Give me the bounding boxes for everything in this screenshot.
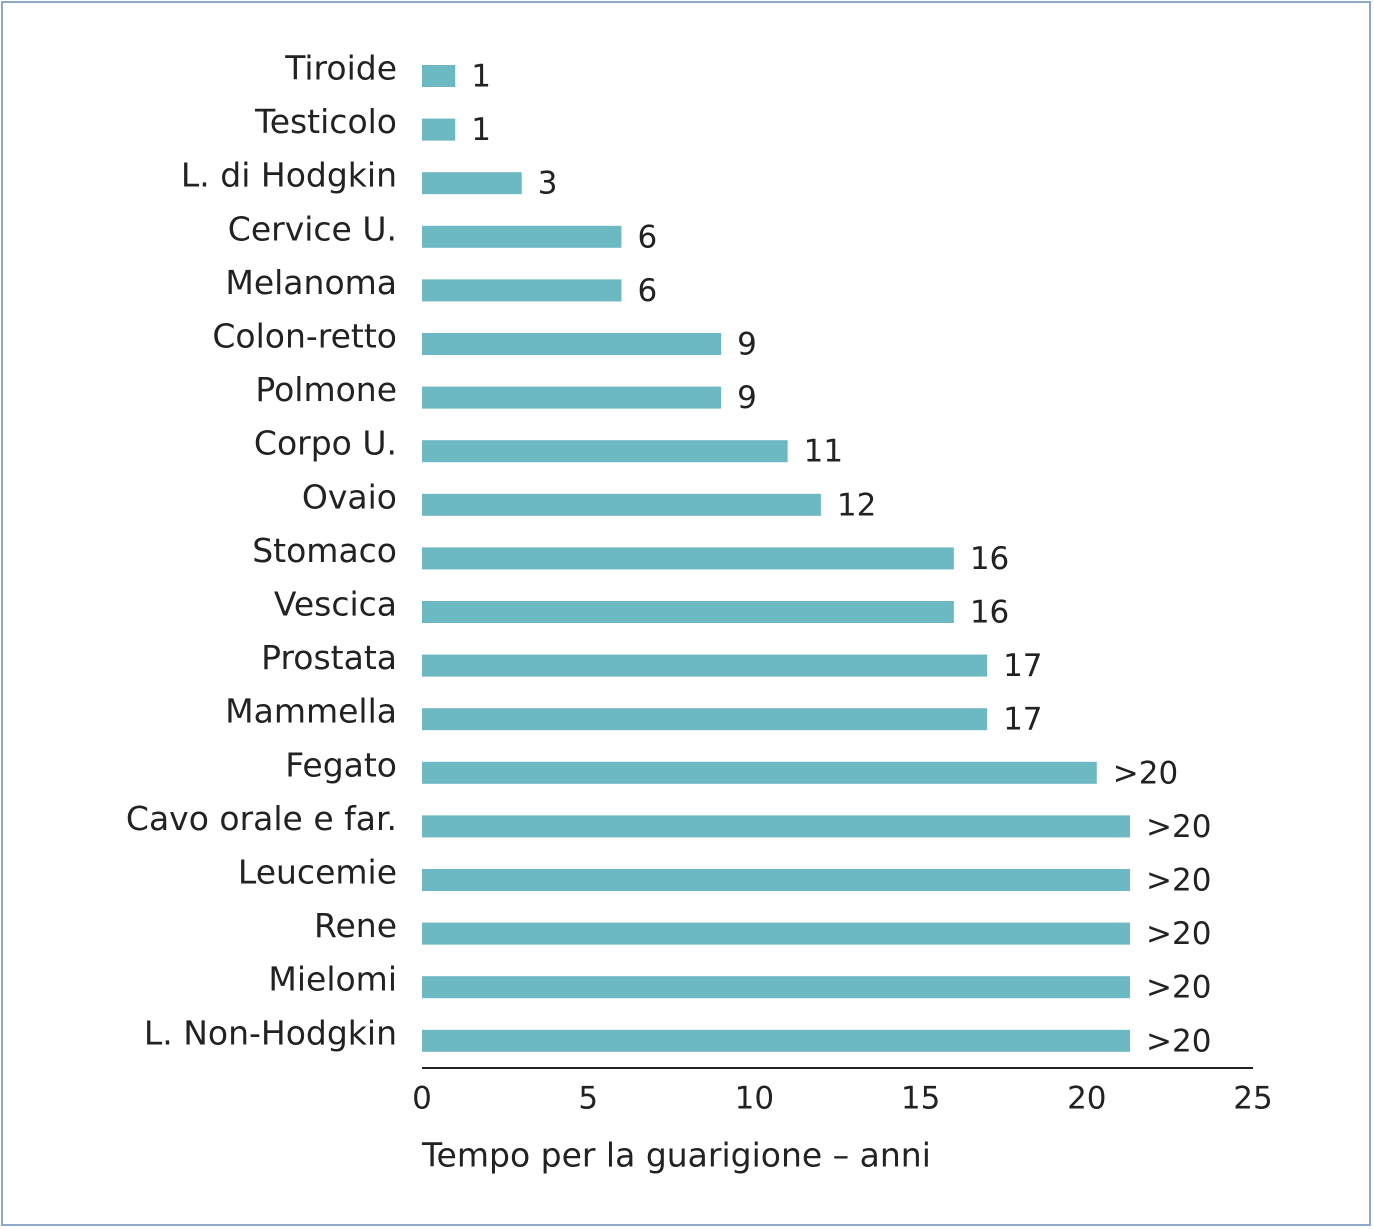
y-tick-label: Colon-retto xyxy=(212,317,397,356)
data-label: >20 xyxy=(1146,809,1211,845)
data-label: 17 xyxy=(1003,648,1042,684)
bar xyxy=(422,1029,1131,1052)
data-label: >20 xyxy=(1146,1023,1211,1059)
x-tick-label: 0 xyxy=(412,1081,432,1117)
bar xyxy=(422,172,522,195)
bar xyxy=(422,386,722,409)
y-tick-label: Fegato xyxy=(285,745,397,784)
y-tick-label: Cavo orale e far. xyxy=(126,799,397,838)
y-tick-label: Mielomi xyxy=(268,960,397,999)
bar xyxy=(422,333,722,355)
data-label: 9 xyxy=(737,327,757,363)
y-tick-label: L. di Hodgkin xyxy=(181,156,397,195)
data-label: 16 xyxy=(970,595,1009,631)
data-label: 1 xyxy=(471,112,491,148)
bar xyxy=(422,65,456,87)
y-tick-label: Cervice U. xyxy=(228,209,397,248)
data-label: 9 xyxy=(737,380,757,416)
data-label: >20 xyxy=(1146,970,1211,1006)
y-tick-label: Prostata xyxy=(261,638,397,677)
bar xyxy=(422,440,788,463)
y-tick-label: Mammella xyxy=(225,692,397,731)
y-tick-label: L. Non-Hodgkin xyxy=(144,1013,397,1052)
data-label: 6 xyxy=(637,219,657,255)
data-label: 12 xyxy=(837,487,876,523)
bar xyxy=(422,976,1131,999)
bar xyxy=(422,869,1131,891)
y-tick-label: Corpo U. xyxy=(254,424,397,463)
bar xyxy=(422,761,1097,784)
bar xyxy=(422,547,954,570)
data-label: 11 xyxy=(804,434,843,470)
bar xyxy=(422,815,1131,838)
bar xyxy=(422,493,821,516)
data-label: 16 xyxy=(970,541,1009,577)
y-tick-label: Polmone xyxy=(255,370,397,409)
x-axis-title: Tempo per la guarigione – anni xyxy=(421,1136,931,1175)
bar xyxy=(422,279,622,302)
bar xyxy=(422,654,988,677)
data-label: >20 xyxy=(1146,863,1211,899)
data-label: >20 xyxy=(1146,916,1211,952)
y-tick-label: Leucemie xyxy=(238,853,397,892)
bar xyxy=(422,225,622,248)
x-tick-label: 10 xyxy=(735,1081,774,1117)
bar xyxy=(422,922,1131,945)
data-label: 17 xyxy=(1003,702,1042,738)
y-tick-label: Melanoma xyxy=(225,263,397,302)
bar xyxy=(422,601,954,623)
y-tick-label: Vescica xyxy=(274,585,397,624)
data-label: >20 xyxy=(1113,755,1178,791)
y-tick-label: Testicolo xyxy=(254,102,397,141)
y-tick-label: Ovaio xyxy=(302,477,397,516)
bar xyxy=(422,708,988,731)
data-label: 1 xyxy=(471,59,491,95)
data-label: 3 xyxy=(538,166,558,202)
x-tick-label: 5 xyxy=(578,1081,598,1117)
y-tick-label: Rene xyxy=(314,906,397,945)
y-tick-label: Stomaco xyxy=(252,531,397,570)
bar xyxy=(422,118,456,141)
y-tick-label: Tiroide xyxy=(284,49,397,88)
x-tick-label: 15 xyxy=(901,1081,940,1117)
data-label: 6 xyxy=(637,273,657,309)
x-tick-label: 20 xyxy=(1067,1081,1106,1117)
x-tick-label: 25 xyxy=(1233,1081,1272,1117)
